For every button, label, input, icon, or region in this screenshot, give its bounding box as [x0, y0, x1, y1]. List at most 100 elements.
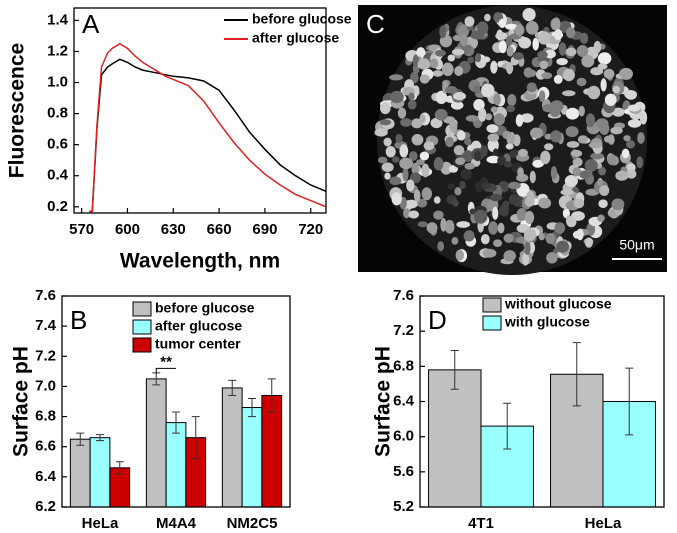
- bar: [221, 387, 243, 508]
- cell: [524, 241, 531, 255]
- cell: [619, 67, 633, 80]
- legend-swatch: [132, 301, 152, 317]
- error-bar: [503, 402, 512, 450]
- cell: [636, 156, 644, 169]
- significance-label: **: [160, 353, 172, 370]
- cell: [597, 214, 605, 222]
- cell: [412, 54, 419, 68]
- y-tick-label: 6.4: [393, 392, 415, 409]
- cell: [419, 114, 426, 124]
- cell: [447, 54, 456, 62]
- cell: [454, 66, 464, 76]
- cell: [588, 142, 603, 149]
- cell: [579, 32, 589, 44]
- cell: [549, 103, 561, 117]
- cell: [411, 162, 420, 176]
- spectrum-line: [89, 58, 327, 213]
- cell: [399, 157, 413, 170]
- cell: [516, 208, 527, 221]
- bar: [69, 438, 91, 508]
- cell: [540, 150, 551, 165]
- cell: [492, 206, 499, 220]
- cell: [488, 221, 498, 235]
- cell: [484, 13, 491, 22]
- cell: [419, 151, 430, 161]
- cell: [442, 62, 454, 77]
- cell: [482, 248, 497, 258]
- legend-swatch: [132, 337, 152, 353]
- cell: [406, 179, 415, 192]
- cell: [493, 113, 505, 126]
- cell: [554, 29, 563, 41]
- panel-label: B: [70, 305, 87, 335]
- cell: [480, 145, 488, 157]
- cell: [530, 127, 544, 139]
- spectrum-line: [89, 42, 327, 213]
- cell: [556, 58, 568, 66]
- cell: [493, 93, 501, 106]
- cell: [579, 170, 591, 179]
- plot-frame: [61, 295, 291, 508]
- cell: [537, 31, 551, 45]
- y-tick-label: 6.2: [35, 498, 56, 515]
- bar: [165, 422, 187, 508]
- cell: [566, 216, 577, 228]
- cell: [474, 209, 488, 224]
- cell: [385, 146, 396, 158]
- cell: [593, 40, 602, 54]
- cell: [537, 50, 548, 59]
- x-tick-label: 630: [161, 221, 186, 238]
- cell: [573, 198, 585, 209]
- legend-label: tumor center: [155, 336, 241, 352]
- cell: [440, 218, 447, 232]
- cell: [459, 180, 466, 190]
- y-tick-label: 0.4: [47, 167, 69, 184]
- cell: [405, 199, 418, 209]
- error-bar: [450, 350, 459, 390]
- cell: [544, 143, 554, 151]
- x-tick-label: 4T1: [468, 515, 494, 532]
- cell: [626, 140, 636, 149]
- cell: [457, 24, 470, 38]
- cell: [505, 35, 513, 47]
- cell: [506, 105, 516, 113]
- cell: [506, 62, 514, 75]
- cell: [607, 134, 615, 145]
- cell: [395, 133, 403, 143]
- x-tick-label: HeLa: [82, 515, 119, 532]
- scale-bar-label: 50μm: [619, 237, 654, 253]
- cell: [469, 208, 477, 215]
- cell: [505, 23, 518, 30]
- cell: [399, 144, 409, 158]
- cell: [498, 18, 506, 28]
- y-tick-label: 6.6: [35, 438, 56, 455]
- cell: [520, 113, 534, 123]
- cell: [403, 208, 411, 219]
- cell: [538, 197, 552, 209]
- cell: [448, 165, 458, 173]
- cell: [572, 167, 582, 177]
- cell: [433, 157, 444, 171]
- legend-swatch: [482, 315, 502, 331]
- cell: [597, 52, 612, 65]
- cell: [463, 230, 475, 242]
- cell: [581, 54, 595, 68]
- cell: [611, 198, 625, 211]
- cell: [550, 130, 562, 143]
- error-bar: [228, 379, 237, 396]
- cell: [497, 222, 505, 234]
- x-tick-label: 690: [252, 221, 277, 238]
- cell: [402, 167, 409, 182]
- cell: [525, 21, 539, 35]
- panel-label: C: [366, 9, 385, 39]
- bar: [428, 369, 482, 508]
- error-bar: [76, 432, 85, 446]
- cell: [485, 113, 493, 121]
- cell: [623, 135, 631, 142]
- cell: [453, 145, 465, 156]
- cell: [517, 167, 524, 178]
- cell: [538, 90, 546, 103]
- cell: [518, 37, 532, 49]
- y-tick-label: 6.8: [393, 357, 414, 374]
- y-tick-label: 6.8: [35, 408, 56, 425]
